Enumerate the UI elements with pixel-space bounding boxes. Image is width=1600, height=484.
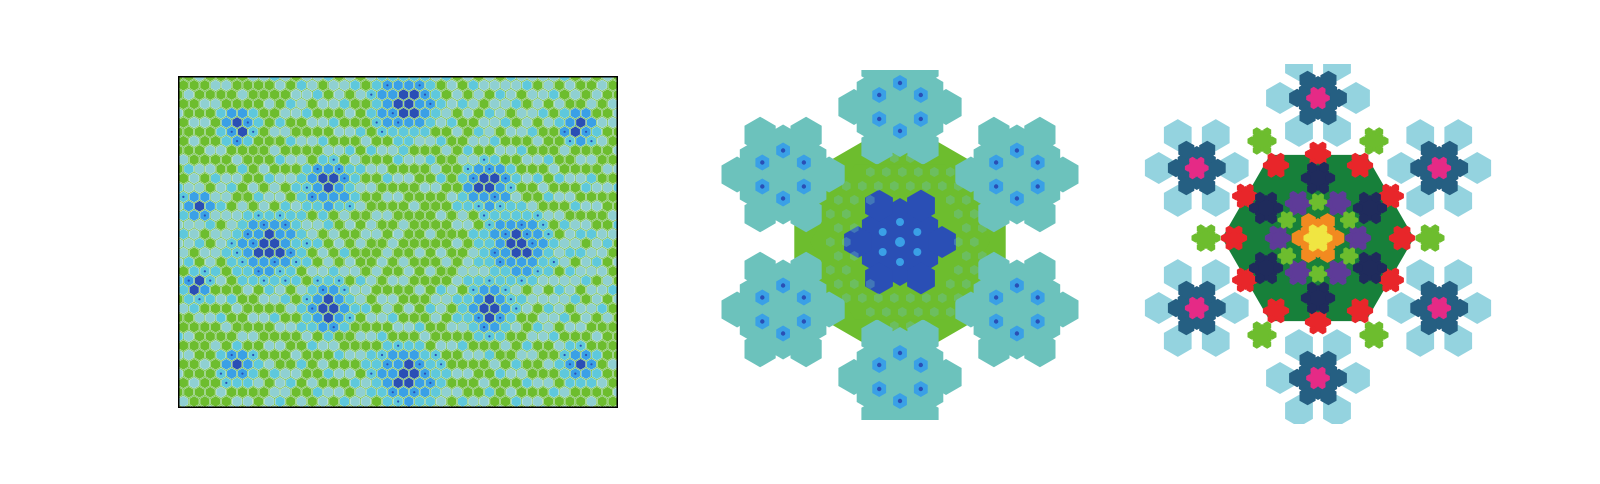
- supertile-body: [1144, 64, 1492, 424]
- navy-flower: [1249, 191, 1284, 225]
- rectangle-border: [178, 76, 618, 408]
- green-small-flower: [1277, 211, 1296, 229]
- green-flower: [1359, 321, 1389, 349]
- purple-flower: [1324, 190, 1352, 216]
- navy-flower: [1249, 251, 1284, 285]
- navy-flower: [1352, 251, 1387, 285]
- outer-lobe: [838, 70, 962, 165]
- outer-lobe: [721, 116, 845, 233]
- colored-supertile-svg: [1144, 64, 1492, 424]
- tiling-patch-colored-supertile: [1128, 64, 1548, 424]
- green-small-flower: [1308, 193, 1328, 211]
- green-flower: [1415, 224, 1445, 252]
- green-flower: [1247, 321, 1277, 349]
- green-texture: [826, 153, 987, 331]
- magenta-center: [1184, 296, 1209, 320]
- red-flower: [1377, 267, 1404, 293]
- green-flower: [1191, 224, 1221, 252]
- central-blue-core: [844, 189, 956, 295]
- tile-grid: [178, 76, 618, 408]
- outer-lobe: [838, 319, 962, 420]
- green-small-flower: [1308, 265, 1328, 283]
- navy-flower: [1352, 191, 1387, 225]
- magenta-center: [1427, 156, 1452, 180]
- outer-cluster: [1266, 64, 1370, 147]
- magenta-center: [1306, 366, 1330, 390]
- hex-fractal-body: [721, 70, 1079, 420]
- magenta-center: [1427, 296, 1452, 320]
- green-small-flower: [1340, 247, 1359, 265]
- navy-flower: [1300, 161, 1336, 195]
- red-flower: [1220, 225, 1248, 251]
- red-flower: [1262, 298, 1290, 324]
- tiling-patch-hex-fractal: [700, 70, 1100, 420]
- outer-lobe: [955, 251, 1079, 368]
- tiling-rectangle-svg: [178, 76, 618, 408]
- outer-cluster: [1144, 259, 1249, 357]
- green-small-flower: [1340, 211, 1359, 229]
- green-small-flower: [1277, 247, 1296, 265]
- outer-lobe: [721, 251, 845, 368]
- green-flower: [1359, 127, 1389, 155]
- magenta-center: [1184, 156, 1209, 180]
- red-flower: [1346, 298, 1374, 324]
- red-flower: [1388, 225, 1416, 251]
- steel-flower: [1410, 140, 1469, 196]
- tiling-patch-rectangle: [178, 76, 618, 408]
- magenta-center: [1306, 86, 1330, 110]
- red-flower: [1262, 152, 1290, 178]
- outer-cluster: [1387, 119, 1492, 217]
- purple-flower: [1284, 190, 1312, 216]
- red-flower: [1346, 152, 1374, 178]
- navy-flower: [1300, 281, 1336, 315]
- purple-flower: [1324, 260, 1352, 286]
- yellow-center: [1303, 224, 1333, 252]
- outer-cluster: [1144, 119, 1249, 217]
- hex-fractal-svg: [721, 70, 1079, 420]
- outer-lobe: [955, 116, 1079, 233]
- outer-cluster: [1387, 259, 1492, 357]
- outer-cluster: [1266, 329, 1370, 424]
- green-flower: [1247, 127, 1277, 155]
